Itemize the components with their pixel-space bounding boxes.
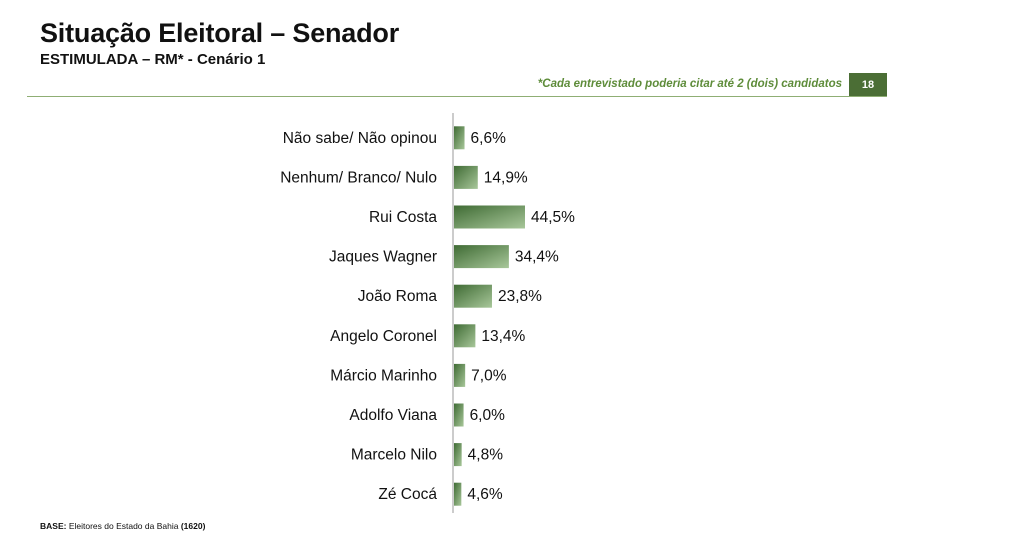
bar xyxy=(454,324,476,348)
bar xyxy=(454,482,462,506)
bar xyxy=(454,205,525,229)
category-label: Angelo Coronel xyxy=(330,328,437,345)
value-label: 14,9% xyxy=(484,169,528,186)
bar xyxy=(454,245,509,269)
value-label: 13,4% xyxy=(481,328,525,345)
bar xyxy=(454,363,466,387)
footnote-note: *Cada entrevistado poderia citar até 2 (… xyxy=(537,78,842,90)
bar xyxy=(454,403,464,427)
page-number-badge: 18 xyxy=(849,73,887,96)
value-label: 4,8% xyxy=(468,447,504,464)
category-label: Rui Costa xyxy=(369,209,437,226)
category-label: Não sabe/ Não opinou xyxy=(283,130,437,147)
page-subtitle: ESTIMULADA – RM* - Cenário 1 xyxy=(40,51,266,68)
category-label: Nenhum/ Branco/ Nulo xyxy=(280,169,437,186)
value-label: 34,4% xyxy=(515,249,559,266)
base-count: (1620) xyxy=(180,521,206,531)
bar xyxy=(454,284,492,308)
category-label: Zé Cocá xyxy=(378,486,437,503)
value-label: 6,6% xyxy=(471,130,507,147)
category-label: Adolfo Viana xyxy=(349,407,437,424)
category-label: Márcio Marinho xyxy=(330,367,437,384)
base-label: BASE: xyxy=(40,521,67,531)
base-footnote: BASE: Eleitores do Estado da Bahia (1620… xyxy=(40,521,205,531)
page-title: Situação Eleitoral – Senador xyxy=(40,18,400,48)
bar xyxy=(454,443,462,467)
header-divider xyxy=(27,96,887,97)
bar xyxy=(454,126,465,150)
category-label: Jaques Wagner xyxy=(329,249,437,266)
base-text: Eleitores do Estado da Bahia xyxy=(68,521,179,531)
category-label: Marcelo Nilo xyxy=(351,447,437,464)
category-label: João Roma xyxy=(358,288,438,305)
bar xyxy=(454,165,478,189)
value-label: 23,8% xyxy=(498,288,542,305)
value-label: 44,5% xyxy=(531,209,575,226)
value-label: 6,0% xyxy=(470,407,506,424)
value-label: 7,0% xyxy=(471,367,507,384)
value-label: 4,6% xyxy=(467,486,503,503)
